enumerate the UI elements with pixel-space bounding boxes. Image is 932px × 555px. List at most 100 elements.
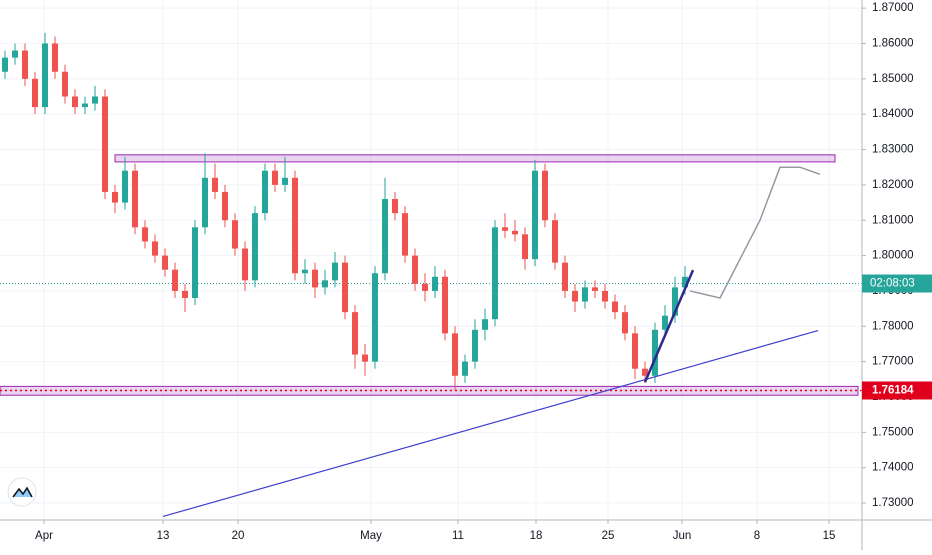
axes: 1.87000 1.86000 1.85000 1.84000 1.83000 1.820… xyxy=(35,2,932,542)
candle-body xyxy=(192,227,198,299)
candle-body xyxy=(382,199,388,274)
candle-body xyxy=(252,213,258,281)
candle-body xyxy=(102,96,108,192)
candle-body xyxy=(462,361,468,376)
candle-body xyxy=(432,276,438,291)
countdown-label: 02:08:03 xyxy=(870,278,915,290)
y-tick-label: 1.86000 xyxy=(872,38,914,50)
candle-body xyxy=(682,276,688,288)
candle-body xyxy=(612,301,618,313)
candle-body xyxy=(602,290,608,302)
candle-body xyxy=(482,319,488,330)
x-tick-label: 13 xyxy=(157,530,170,542)
y-tick-label: 1.84000 xyxy=(872,108,914,120)
y-tick-label: 1.85000 xyxy=(872,73,914,85)
candle-body xyxy=(522,234,528,260)
candle-body xyxy=(52,43,58,72)
candle-body xyxy=(32,78,38,108)
alert-label: 1.76184 xyxy=(872,385,914,397)
candle-body xyxy=(162,255,168,270)
trend-line xyxy=(643,269,695,383)
candle-body xyxy=(492,227,498,320)
candle-body xyxy=(552,220,558,263)
candle-body xyxy=(132,170,138,228)
y-tick-label: 1.75000 xyxy=(872,426,914,438)
candle-body xyxy=(572,290,578,302)
candle-body xyxy=(352,312,358,355)
x-tick-label: 15 xyxy=(823,530,836,542)
x-tick-label: May xyxy=(360,530,382,542)
x-tick-label: 18 xyxy=(530,530,543,542)
candle-body xyxy=(232,220,238,249)
y-tick-label: 1.80000 xyxy=(872,250,914,262)
candle-body xyxy=(592,287,598,291)
y-tick-label: 1.87000 xyxy=(872,2,914,14)
candle-body xyxy=(472,329,478,362)
candle-body xyxy=(302,269,308,274)
y-tick-label: 1.83000 xyxy=(872,144,914,156)
zone xyxy=(0,385,859,396)
candle-body xyxy=(62,71,68,97)
y-tick-label: 1.82000 xyxy=(872,179,914,191)
candle-body xyxy=(422,283,428,291)
y-tick-label: 1.77000 xyxy=(872,356,914,368)
x-tick-label: 11 xyxy=(452,530,464,542)
y-tick-label: 1.81000 xyxy=(872,214,914,226)
candle-body xyxy=(542,170,548,221)
candle-body xyxy=(342,262,348,313)
candle-body xyxy=(402,213,408,256)
candle-body xyxy=(292,177,298,274)
candle-body xyxy=(672,287,678,316)
candle-body xyxy=(442,276,448,334)
candle-body xyxy=(452,333,458,376)
candle-body xyxy=(532,170,538,260)
candle-body xyxy=(362,354,368,362)
candle-body xyxy=(632,333,638,369)
logo[interactable] xyxy=(7,477,37,507)
x-tick-label: 8 xyxy=(754,530,760,542)
candle-body xyxy=(12,50,18,58)
x-tick-label: Jun xyxy=(673,530,692,542)
candle-body xyxy=(222,191,228,221)
candle-body xyxy=(372,273,378,362)
projection-line xyxy=(689,166,821,299)
x-tick-label: Apr xyxy=(35,530,53,542)
candle-body xyxy=(312,269,318,288)
candle-body xyxy=(622,312,628,334)
candle-body xyxy=(282,177,288,185)
candle-body xyxy=(82,103,88,108)
trend-line xyxy=(162,329,819,518)
candle-body xyxy=(202,177,208,228)
candle-body xyxy=(152,241,158,256)
candle-body xyxy=(142,227,148,242)
candle-body xyxy=(272,170,278,185)
candle-body xyxy=(112,191,118,203)
candle-body xyxy=(262,170,268,214)
candle-body xyxy=(122,170,128,203)
countdown-box xyxy=(862,274,932,293)
y-tick-label: 1.78000 xyxy=(872,320,914,332)
y-tick-label: 1.74000 xyxy=(872,462,914,474)
candle-body xyxy=(172,269,178,291)
candle-body xyxy=(182,290,188,299)
candle-body xyxy=(2,57,8,72)
candle-body xyxy=(652,329,658,376)
candle-body xyxy=(582,287,588,302)
alert-box xyxy=(862,381,932,400)
candle-body xyxy=(392,199,398,214)
candle-body xyxy=(662,315,668,330)
y-tick-label: 1.73000 xyxy=(872,497,914,509)
candle-body xyxy=(512,230,518,235)
candle-body xyxy=(412,255,418,284)
candle-body xyxy=(212,177,218,192)
zone xyxy=(114,154,836,163)
candle-body xyxy=(322,280,328,288)
candle-body xyxy=(92,96,98,104)
candle-body xyxy=(562,262,568,291)
candle-body xyxy=(642,368,648,376)
candle-body xyxy=(502,227,508,231)
candle-body xyxy=(332,262,338,281)
plot xyxy=(0,32,862,518)
